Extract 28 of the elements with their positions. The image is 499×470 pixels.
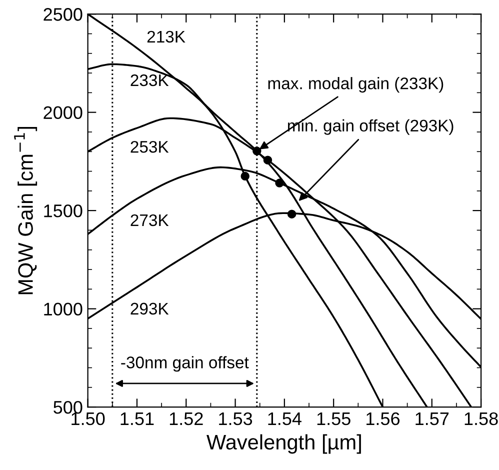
y-tick-label: 500: [54, 400, 82, 414]
series-label: 253K: [130, 140, 169, 153]
point: [240, 172, 250, 181]
point: [287, 210, 296, 218]
annotation: max. modal gain (233K): [268, 77, 444, 93]
x-tick-label: 1.55: [317, 412, 350, 426]
y-axis-title: MQW Gain [cm$^{−1}$]: [14, 126, 38, 294]
annotation: -30nm gain offset: [121, 356, 249, 372]
x-axis-title: Wavelength [µm]: [206, 434, 361, 454]
x-tick-label: 1.52: [170, 412, 203, 426]
point: [252, 146, 262, 156]
y-tick-label: 1500: [44, 204, 82, 218]
legend-label: 213K: [147, 30, 186, 43]
x-tick-label: 1.57: [416, 412, 449, 426]
y-tick-label: 1000: [44, 302, 82, 316]
x-tick-label: 1.54: [268, 412, 302, 426]
x-tick-label: 1.58: [464, 412, 498, 426]
point: [275, 178, 284, 188]
point: [263, 156, 272, 164]
series-label: 273K: [130, 214, 169, 226]
x-tick-label: 1.56: [366, 412, 400, 426]
series-label: 233K: [130, 74, 169, 86]
series-label: 293K: [130, 302, 169, 315]
x-tick-label: 1.51: [120, 412, 154, 426]
x-tick-label: 1.53: [219, 412, 252, 426]
y-tick-label: 2000: [44, 106, 82, 120]
x-tick-label: 1.50: [72, 412, 105, 426]
y-tick-label: 2500: [44, 8, 82, 21]
